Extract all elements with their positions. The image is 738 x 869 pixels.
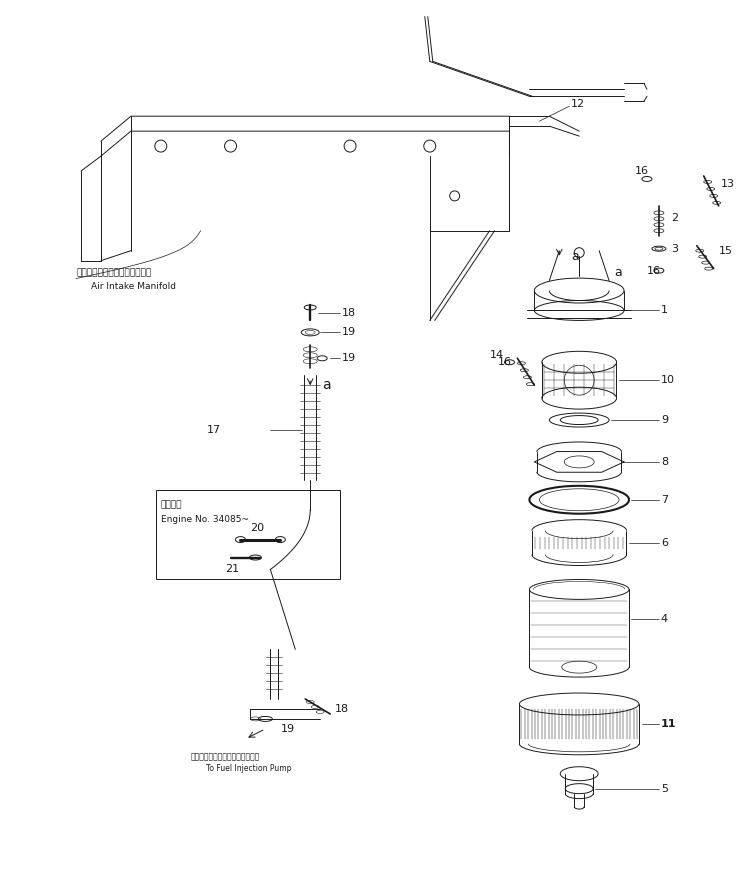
Text: 9: 9 <box>661 415 668 425</box>
Text: To Fuel Injection Pump: To Fuel Injection Pump <box>206 764 291 773</box>
Bar <box>156 490 340 580</box>
Text: a: a <box>323 378 331 392</box>
Text: 19: 19 <box>280 724 294 734</box>
Text: 19: 19 <box>342 354 356 363</box>
Text: Engine No. 34085~: Engine No. 34085~ <box>161 515 249 524</box>
Text: 1: 1 <box>661 306 668 315</box>
Text: 4: 4 <box>661 614 668 624</box>
Text: 15: 15 <box>719 246 733 255</box>
Text: 10: 10 <box>661 375 675 385</box>
Text: 17: 17 <box>207 425 221 435</box>
Text: 16: 16 <box>635 166 649 176</box>
Text: 12: 12 <box>571 99 585 109</box>
Text: フェルインジェクションポンプへ: フェルインジェクションポンプへ <box>190 753 260 761</box>
Text: a: a <box>614 266 622 279</box>
Text: 13: 13 <box>721 179 734 189</box>
Text: 21: 21 <box>226 565 240 574</box>
Text: 11: 11 <box>661 719 677 729</box>
Text: 18: 18 <box>335 704 349 714</box>
Text: 18: 18 <box>342 308 356 318</box>
Text: 3: 3 <box>671 243 678 254</box>
Text: エアーインテークマニホールド: エアーインテークマニホールド <box>76 269 151 277</box>
Text: 8: 8 <box>661 457 668 467</box>
Text: 14: 14 <box>489 350 503 361</box>
Text: 19: 19 <box>342 328 356 337</box>
Text: 2: 2 <box>671 213 678 222</box>
Text: 5: 5 <box>661 784 668 793</box>
Text: Air Intake Manifold: Air Intake Manifold <box>91 282 176 291</box>
Text: 20: 20 <box>250 522 264 533</box>
Text: a: a <box>571 250 579 263</box>
Text: 16: 16 <box>497 357 511 368</box>
Text: 適用号機: 適用号機 <box>161 501 182 509</box>
Text: 16: 16 <box>647 266 661 275</box>
Text: 6: 6 <box>661 538 668 547</box>
Text: 7: 7 <box>661 494 668 505</box>
